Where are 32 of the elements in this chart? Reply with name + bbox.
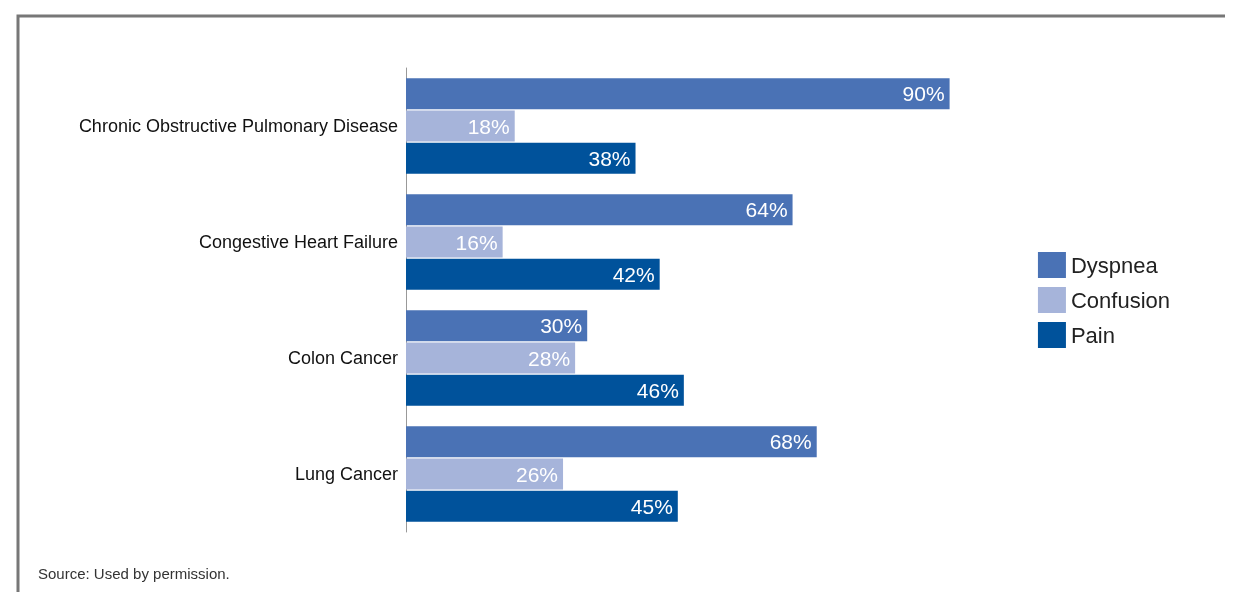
bar [406,142,636,174]
bar [406,194,793,226]
data-label: 16% [455,230,498,254]
data-label: 45% [630,494,673,518]
data-label: 68% [769,430,812,454]
bar [406,426,817,458]
bar [406,374,684,406]
data-label: 28% [528,346,571,370]
bar [406,226,503,258]
data-label: 18% [467,114,510,138]
data-label: 64% [745,198,788,222]
legend-label: Pain [1070,322,1115,348]
data-label: 38% [588,146,631,170]
data-label: 42% [612,262,655,286]
bar [406,78,950,110]
y-tick-label: Lung Cancer [294,464,398,484]
y-tick-label: Congestive Heart Failure [198,232,398,252]
y-tick-label: Chronic Obstructive Pulmonary Disease [78,116,398,136]
bar [406,342,576,374]
bar [406,258,660,290]
source-note: Source: Used by permission. [38,565,230,582]
bar [406,490,678,522]
data-label: 30% [540,314,583,338]
data-label: 90% [902,82,945,106]
data-label: 26% [516,462,559,486]
legend-label: Confusion [1070,287,1171,313]
y-tick-label: Colon Cancer [287,348,398,368]
legend-label: Dyspnea [1070,252,1159,278]
bar [406,110,515,142]
data-label: 46% [636,378,679,402]
bar [406,310,588,342]
bar [406,458,564,490]
